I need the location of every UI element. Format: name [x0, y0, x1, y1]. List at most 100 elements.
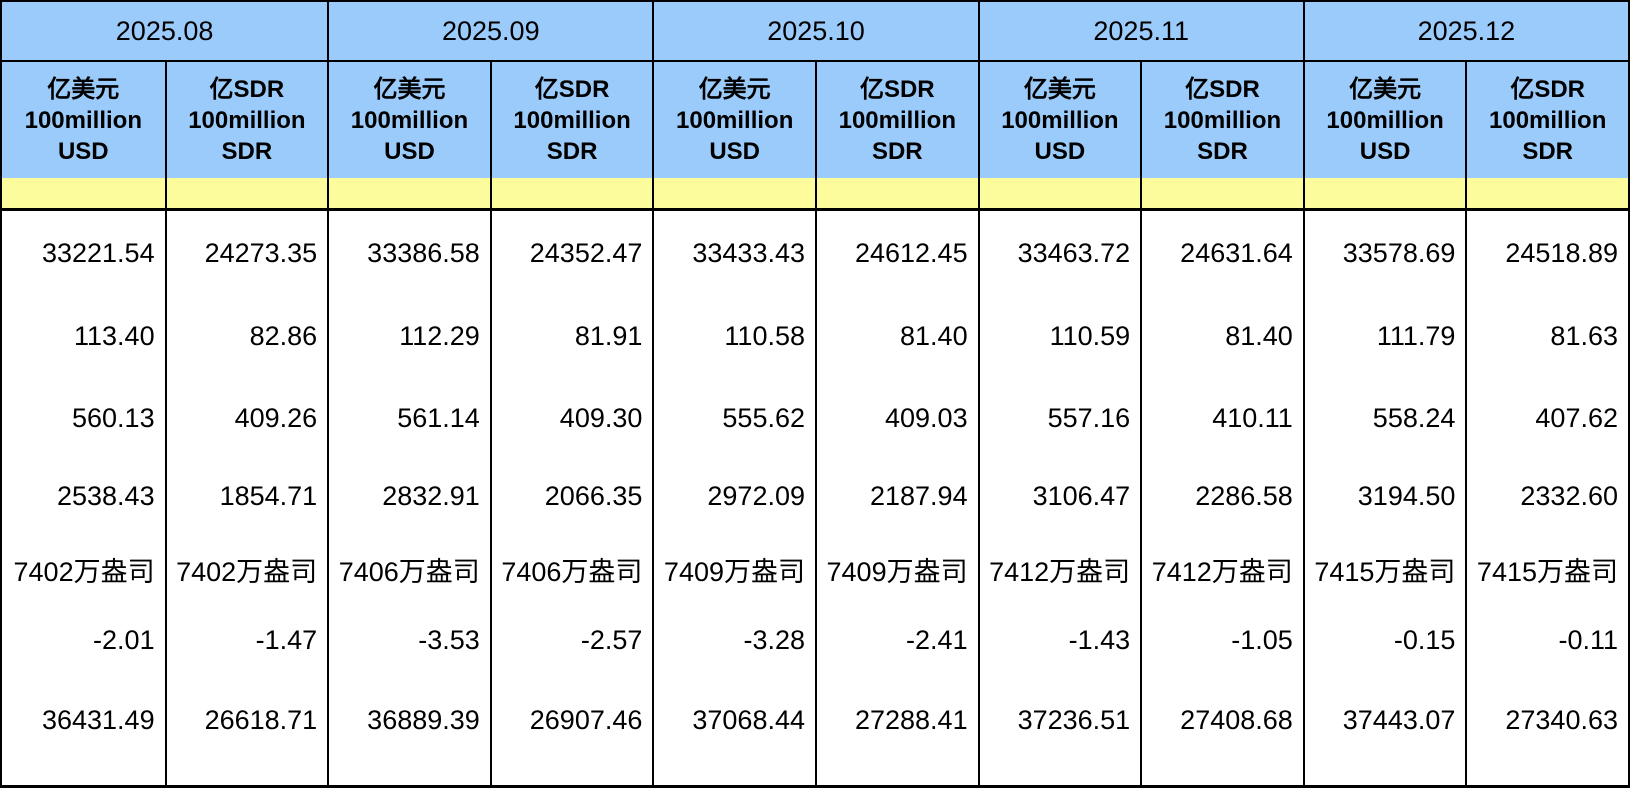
table-cell: 113.40: [74, 320, 155, 351]
band-cell: [1140, 178, 1303, 208]
filler-cell: [1465, 764, 1628, 785]
table-cell: 26907.46: [489, 676, 653, 764]
table-cell: 7402万盎司: [164, 534, 328, 604]
filler-cell: [1302, 764, 1466, 785]
table-cell: 7406万盎司: [489, 534, 653, 604]
table-cell: 409.03: [815, 377, 978, 459]
table-cell: 24631.64: [1140, 211, 1303, 295]
table-cell: -2.57: [489, 604, 653, 676]
table-cell: 24518.89: [1465, 211, 1628, 295]
table-cell: 81.40: [1140, 295, 1303, 377]
band-cell: [489, 178, 653, 208]
unit-header-cell-usd: 亿美元 100million USD: [652, 62, 815, 178]
table-cell: 24273.35: [164, 211, 328, 295]
table-cell: 407.62: [1465, 377, 1628, 459]
table-cell: 2286.58: [1140, 459, 1303, 534]
table-cell: 560.13: [72, 402, 155, 433]
unit-header-cell-usd: 亿美元 100million USD: [24, 75, 142, 165]
table-cell: 33221.54: [41, 237, 155, 268]
table-cell: 2066.35: [489, 459, 653, 534]
month-header-cell: 2025.10: [652, 2, 977, 60]
filler-row: [2, 764, 1628, 785]
table-cell: 2187.94: [815, 459, 978, 534]
table-cell: 110.59: [977, 295, 1141, 377]
unit-header-cell-sdr: 亿SDR 100million SDR: [1465, 62, 1628, 178]
table-cell: 7406万盎司: [327, 534, 490, 604]
month-header-cell: 2025.11: [977, 2, 1303, 60]
table-cell: -1.05: [1140, 604, 1303, 676]
table-cell: 33463.72: [977, 211, 1141, 295]
table-cell: 1854.71: [164, 459, 328, 534]
table-cell: 37236.51: [977, 676, 1141, 764]
table-cell: 555.62: [652, 377, 815, 459]
table-row: 7402万盎司 7402万盎司 7406万盎司 7406万盎司 7409万盎司 7409万…: [2, 534, 1628, 604]
table-cell: 3106.47: [977, 459, 1141, 534]
unit-header-cell-sdr: 亿SDR 100million SDR: [815, 62, 978, 178]
table-cell: 7409万盎司: [815, 534, 978, 604]
table-cell: 7415万盎司: [1302, 534, 1466, 604]
table-row: 33221.54 24273.35 33386.58 24352.47 33433.43…: [2, 211, 1628, 295]
table-cell: 558.24: [1302, 377, 1466, 459]
table-cell: 112.29: [327, 295, 490, 377]
table-cell: 410.11: [1140, 377, 1303, 459]
table-cell: 81.40: [815, 295, 978, 377]
table-cell: 81.91: [489, 295, 653, 377]
filler-cell: [489, 764, 653, 785]
table-cell: 36431.49: [41, 704, 155, 735]
table-cell: -3.28: [652, 604, 815, 676]
table-cell: -0.15: [1302, 604, 1466, 676]
filler-cell: [164, 764, 328, 785]
unit-header-cell-usd: 亿美元 100million USD: [1302, 62, 1466, 178]
table-cell: 409.26: [164, 377, 328, 459]
unit-header-cell-usd: 亿美元 100million USD: [977, 62, 1141, 178]
table-cell: 561.14: [327, 377, 490, 459]
table-cell: 2832.91: [327, 459, 490, 534]
table-cell: 36889.39: [327, 676, 490, 764]
table-cell: 26618.71: [164, 676, 328, 764]
table-cell: 24612.45: [815, 211, 978, 295]
table-cell: 33578.69: [1302, 211, 1466, 295]
band-cell: [164, 178, 328, 208]
band-cell: [977, 178, 1141, 208]
table-cell: -2.01: [93, 624, 155, 655]
table-cell: 27288.41: [815, 676, 978, 764]
table-cell: 7415万盎司: [1465, 534, 1628, 604]
table-row: 560.13 409.26 561.14 409.30 555.62 409.03 557.…: [2, 377, 1628, 459]
table-row: -2.01 -1.47 -3.53 -2.57 -3.28 -2.41 -1.43 -1.05…: [2, 604, 1628, 676]
table-cell: -1.47: [164, 604, 328, 676]
table-cell: -1.43: [977, 604, 1141, 676]
table-cell: 557.16: [977, 377, 1141, 459]
table-cell: 7409万盎司: [652, 534, 815, 604]
table-row: 2538.43 1854.71 2832.91 2066.35 2972.09 2187.…: [2, 459, 1628, 534]
band-cell: [1465, 178, 1628, 208]
table-cell: 27340.63: [1465, 676, 1628, 764]
table-cell: 2538.43: [56, 481, 155, 511]
table-cell: 2972.09: [652, 459, 815, 534]
table-cell: 409.30: [489, 377, 653, 459]
unit-header-row: 亿美元 100million USD 亿SDR 100million SDR 亿…: [2, 62, 1628, 178]
table-cell: -2.41: [815, 604, 978, 676]
table-cell: 33386.58: [327, 211, 490, 295]
table-row: 36431.49 26618.71 36889.39 26907.46 37068.44…: [2, 676, 1628, 764]
band-cell: [1302, 178, 1466, 208]
table-cell: 37443.07: [1302, 676, 1466, 764]
table-cell: 2332.60: [1465, 459, 1628, 534]
table-cell: 81.63: [1465, 295, 1628, 377]
filler-cell: [815, 764, 978, 785]
data-rows: 33221.54 24273.35 33386.58 24352.47 33433.43…: [2, 211, 1628, 764]
table-row: 113.40 82.86 112.29 81.91 110.58 81.40 110.59 8…: [2, 295, 1628, 377]
table-cell: -3.53: [327, 604, 490, 676]
table-cell: 33433.43: [652, 211, 815, 295]
table-cell: 7412万盎司: [977, 534, 1141, 604]
month-header-row: 2025.08 2025.09 2025.10 2025.11 2025.12: [2, 2, 1628, 62]
unit-header-cell-sdr: 亿SDR 100million SDR: [489, 62, 653, 178]
table-cell: 7412万盎司: [1140, 534, 1303, 604]
table-cell: 111.79: [1302, 295, 1466, 377]
band-cell: [815, 178, 978, 208]
table-cell: 3194.50: [1302, 459, 1466, 534]
band-cell: [327, 178, 490, 208]
filler-cell: [977, 764, 1141, 785]
month-header-cell: 2025.12: [1302, 2, 1628, 60]
table-cell: 24352.47: [489, 211, 653, 295]
